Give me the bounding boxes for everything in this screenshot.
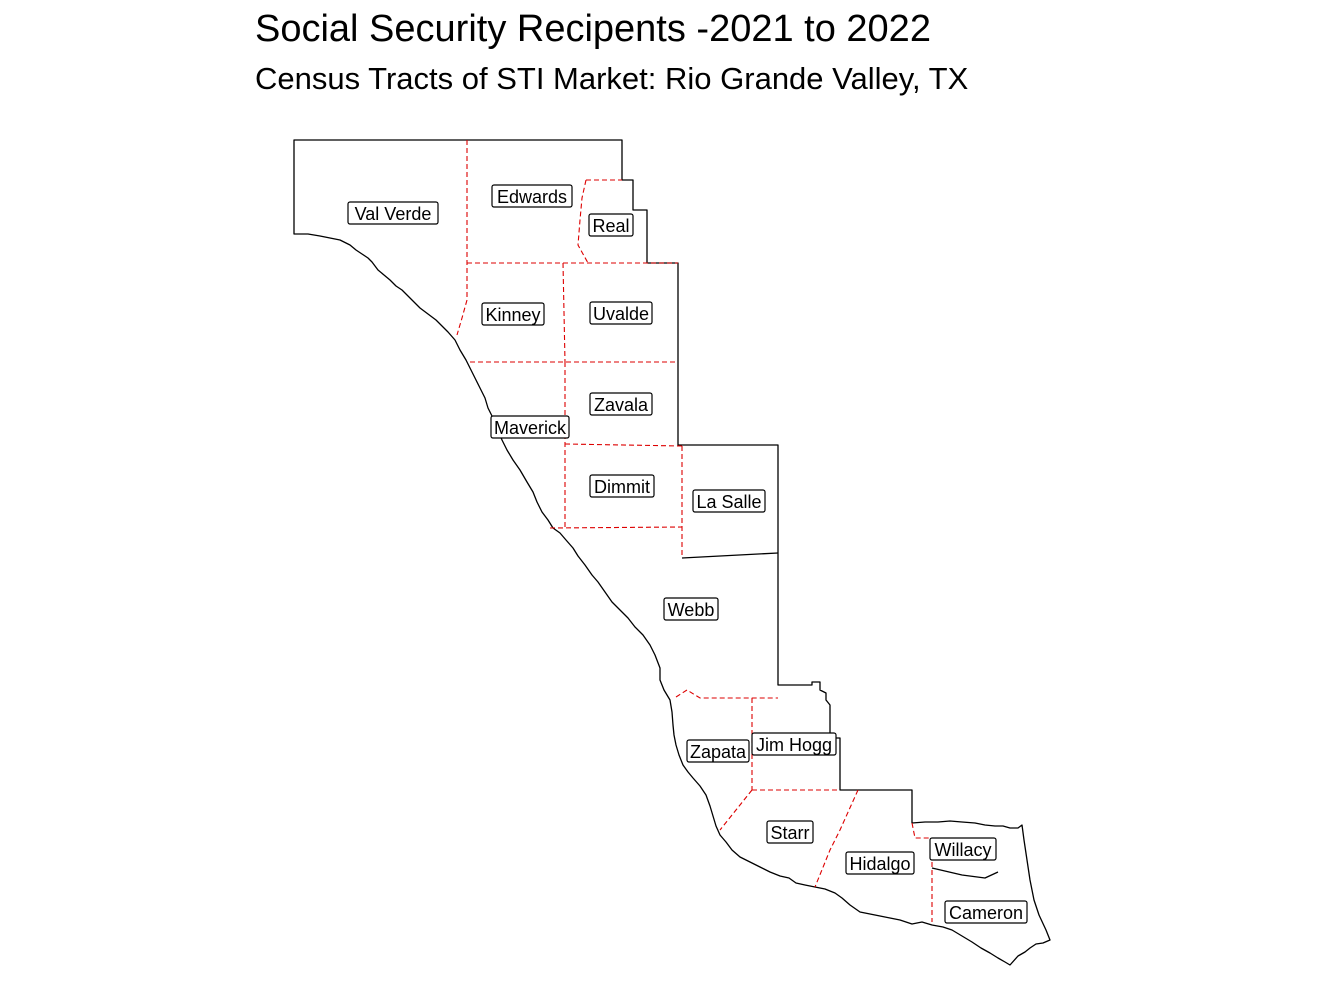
svg-text:Zavala: Zavala [594,395,649,415]
willacy-cameron-line [931,867,999,879]
county-label-starr: Starr [766,820,814,844]
map-title: Social Security Recipents -2021 to 2022 [255,8,931,50]
svg-text:Jim Hogg: Jim Hogg [756,735,832,755]
svg-text:Real: Real [592,216,629,236]
county-labels: Val Verde Edwards Real Kinney Uvalde Zav… [347,184,1028,924]
svg-text:La Salle: La Salle [696,492,761,512]
svg-text:Willacy: Willacy [935,840,992,860]
svg-text:Zapata: Zapata [690,742,747,762]
svg-text:Webb: Webb [668,600,715,620]
map-subtitle: Census Tracts of STI Market: Rio Grande … [255,61,969,96]
county-label-kinney: Kinney [481,302,545,326]
region-outline [293,139,1051,966]
svg-text:Maverick: Maverick [494,418,567,438]
county-label-maverick: Maverick [490,415,570,439]
svg-text:Edwards: Edwards [497,187,567,207]
county-label-uvalde: Uvalde [589,301,653,325]
county-label-cameron: Cameron [944,900,1028,924]
county-label-edwards: Edwards [491,184,573,208]
svg-text:Cameron: Cameron [949,903,1023,923]
county-label-la-salle: La Salle [692,489,766,513]
county-label-willacy: Willacy [929,837,997,861]
svg-text:Dimmit: Dimmit [594,477,650,497]
county-label-dimmit: Dimmit [589,474,655,498]
svg-text:Hidalgo: Hidalgo [849,854,910,874]
svg-text:Starr: Starr [770,823,809,843]
svg-text:Uvalde: Uvalde [593,304,649,324]
county-boundaries [456,140,933,922]
county-label-zapata: Zapata [686,739,750,763]
county-label-jim-hogg: Jim Hogg [751,732,837,756]
county-label-hidalgo: Hidalgo [845,851,915,875]
county-label-zavala: Zavala [589,392,653,416]
la-salle-webb-line [681,552,779,559]
county-label-real: Real [588,213,634,237]
svg-text:Kinney: Kinney [485,305,540,325]
county-label-webb: Webb [663,597,719,621]
svg-text:Val Verde: Val Verde [355,204,432,224]
county-label-val-verde: Val Verde [347,201,439,225]
